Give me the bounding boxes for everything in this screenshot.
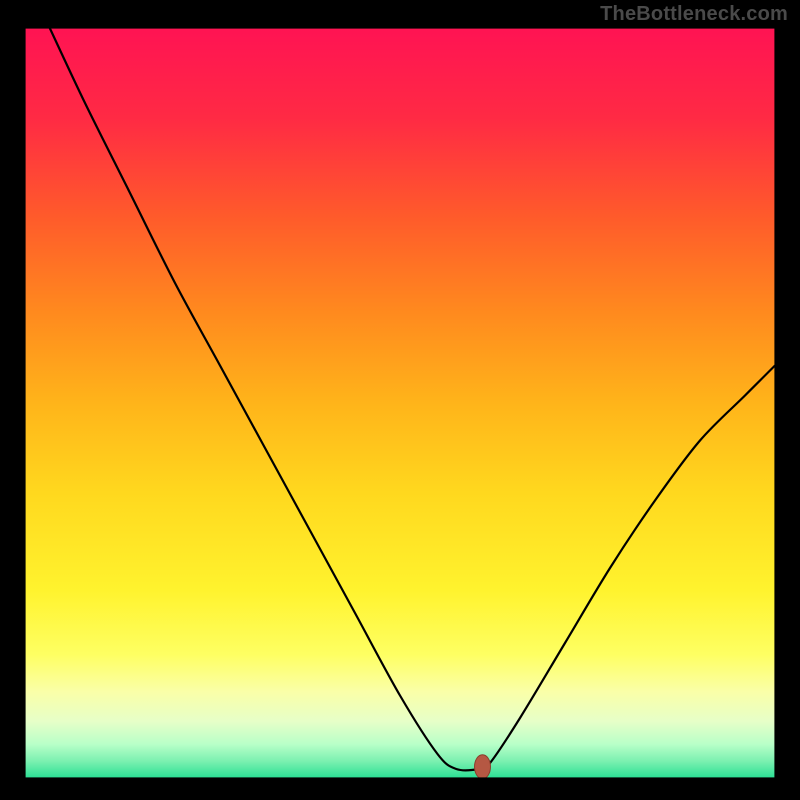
bottleneck-chart [0,0,800,800]
watermark-text: TheBottleneck.com [600,3,788,26]
optimum-marker [475,755,491,779]
gradient-background [25,28,775,778]
chart-container: TheBottleneck.com [0,0,800,800]
